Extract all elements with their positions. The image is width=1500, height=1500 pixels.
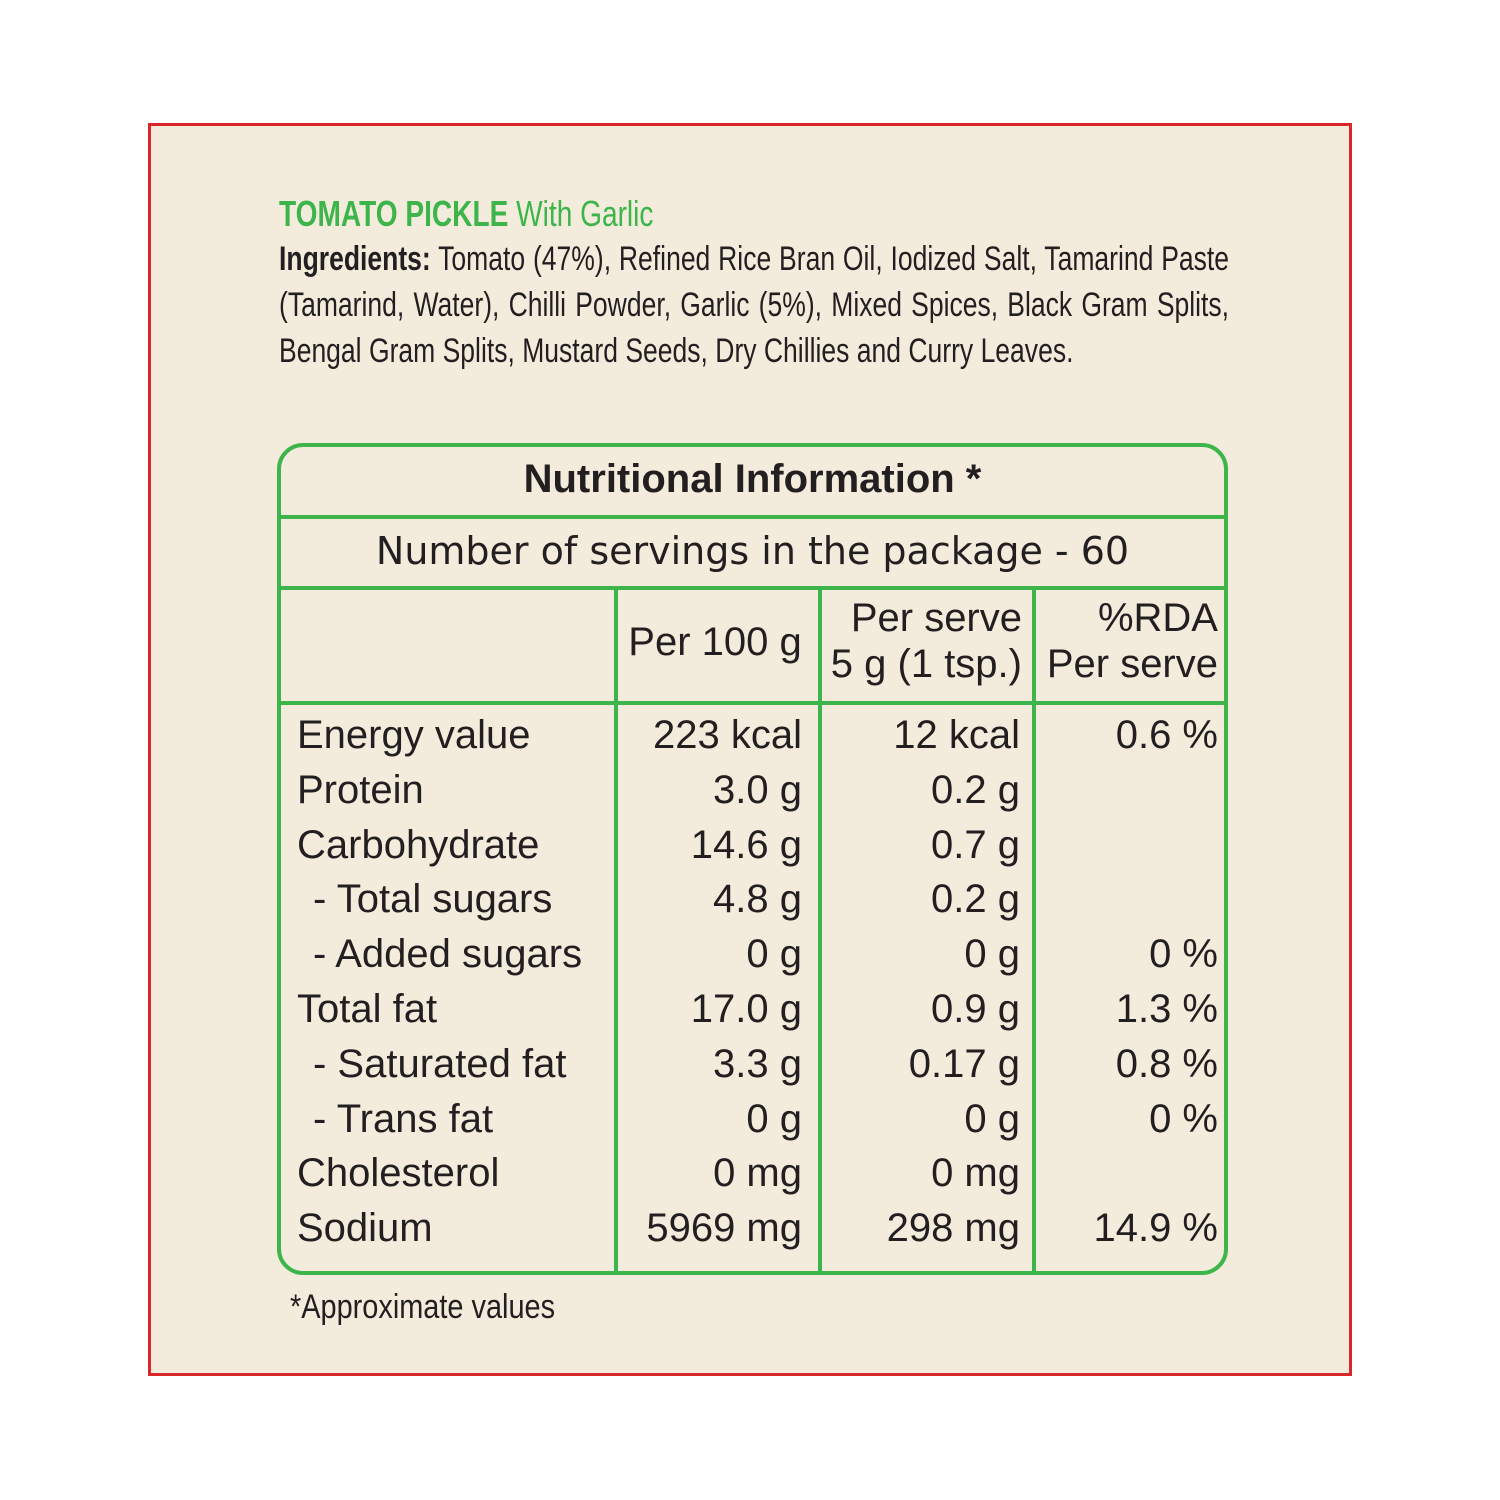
nutrient-value: 0.9 g [931,987,1020,1031]
rule [281,586,1224,590]
nutrient-name: Cholesterol [297,1151,500,1196]
nutrient-value: 17.0 g [690,987,802,1031]
nutrient-value: 0 g [746,1096,802,1141]
nutrient-name: - Total sugars [313,877,553,922]
nutrient-value: 0 g [746,932,802,977]
column-header: %RDA [1097,596,1218,640]
nutrient-value: 298 mg [886,1206,1020,1251]
nutrient-value: 0 mg [713,1151,802,1196]
ingredients-label: Ingredients: [279,240,431,278]
product-heading: TOMATO PICKLE With Garlic [279,193,653,235]
column-header: Per serve [1046,642,1218,686]
ingredients-text: Tomato (47%), Refined Rice Bran Oil, Iod… [279,240,1230,370]
nutrient-name: - Saturated fat [313,1041,567,1086]
nutrient-value: 1.3 % [1115,987,1218,1031]
rule [1032,586,1036,1271]
nutrient-name: Energy value [297,713,531,757]
rule [281,701,1224,705]
nutrient-value: 14.9 % [1093,1206,1218,1251]
nutrient-value: 0 % [1149,932,1218,977]
product-title: TOMATO PICKLE [279,193,509,234]
nutrient-name: Protein [297,767,424,812]
nutrient-value: 0.6 % [1115,713,1218,757]
nutrient-value: 0 mg [931,1151,1020,1196]
nutrient-value: 3.0 g [713,767,802,812]
nutrient-name: Total fat [297,987,438,1031]
nutrient-value: 0.2 g [931,877,1020,922]
column-header: 5 g (1 tsp.) [830,642,1022,686]
rule [281,515,1224,519]
nutrient-value: 0.17 g [908,1041,1020,1086]
nutrient-name: Sodium [297,1206,433,1251]
column-header: Per serve [850,596,1022,640]
nutrient-value: 12 kcal [893,713,1020,757]
servings: Number of servings in the package - 60 [375,529,1130,573]
nutrient-value: 3.3 g [713,1041,802,1086]
nutrient-value: 5969 mg [646,1206,802,1251]
nutrient-value: 0 g [964,932,1020,977]
footnote: *Approximate values [290,1288,556,1326]
ingredients: Ingredients: Tomato (47%), Refined Rice … [279,236,1229,374]
nutrient-name: - Added sugars [313,932,583,977]
nutrient-name: Carbohydrate [297,822,540,867]
rule [614,586,618,1271]
nutrient-value: 223 kcal [653,713,802,757]
nutrient-value: 0.8 % [1115,1041,1218,1086]
column-header: Per 100 g [628,620,802,664]
label-panel [148,123,1352,1376]
rule [818,586,822,1271]
nutrition-table: Nutritional Information * Number of serv… [277,443,1228,1275]
nutrient-value: 0 g [964,1096,1020,1141]
nutrient-name: - Trans fat [313,1096,494,1141]
product-subtitle: With Garlic [516,193,654,234]
nutrient-value: 4.8 g [713,877,802,922]
nutrient-value: 0.2 g [931,767,1020,812]
nutrient-value: 0.7 g [931,822,1020,867]
nutrient-value: 0 % [1149,1096,1218,1141]
table-title: Nutritional Information * [523,457,982,501]
nutrient-value: 14.6 g [690,822,802,867]
